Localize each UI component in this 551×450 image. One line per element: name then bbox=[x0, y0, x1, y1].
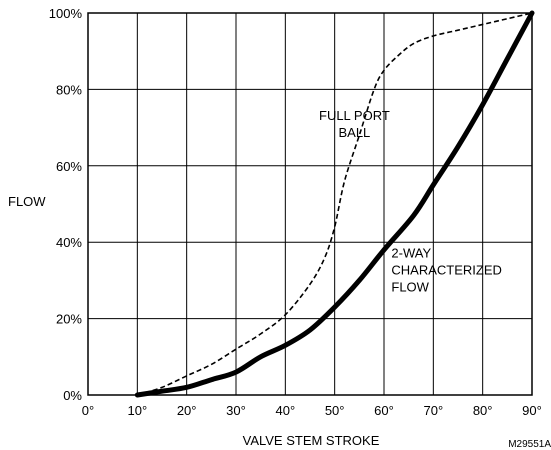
x-tick-label: 20° bbox=[177, 403, 197, 418]
x-axis-label: VALVE STEM STROKE bbox=[243, 433, 380, 448]
y-tick-label: 40% bbox=[56, 235, 82, 250]
y-tick-label: 80% bbox=[56, 82, 82, 97]
plot-frame bbox=[87, 12, 533, 396]
x-tick-label: 90° bbox=[522, 403, 542, 418]
x-tick-label: 30° bbox=[226, 403, 246, 418]
x-tick-label: 60° bbox=[374, 403, 394, 418]
annotation: 2-WAY CHARACTERIZED FLOW bbox=[391, 245, 502, 294]
x-tick-labels: 0° 10° 20° 30° 40° 50° 60° 70° 80° 90° bbox=[82, 403, 542, 418]
series-line-1 bbox=[134, 10, 535, 398]
y-tick-label: 100% bbox=[49, 6, 83, 21]
y-tick-label: 0% bbox=[63, 388, 82, 403]
x-tick-label: 70° bbox=[423, 403, 443, 418]
x-tick-label: 50° bbox=[325, 403, 345, 418]
x-tick-label: 10° bbox=[127, 403, 147, 418]
annotation-line: FLOW bbox=[391, 279, 429, 294]
y-tick-label: 20% bbox=[56, 312, 82, 327]
y-axis-label: FLOW bbox=[8, 194, 46, 209]
series-line-0 bbox=[137, 12, 533, 396]
annotation: FULL PORT BALL bbox=[319, 108, 390, 140]
x-tick-label: 80° bbox=[473, 403, 493, 418]
figure-id: M29551A bbox=[508, 439, 551, 450]
annotation-line: FULL PORT bbox=[319, 108, 390, 123]
annotation-line: BALL bbox=[338, 125, 370, 140]
y-tick-labels: 0% 20% 40% 60% 80% 100% bbox=[49, 6, 83, 403]
y-tick-label: 60% bbox=[56, 159, 82, 174]
x-tick-label: 0° bbox=[82, 403, 94, 418]
grid-lines bbox=[87, 12, 533, 396]
annotation-line: 2-WAY bbox=[391, 245, 431, 260]
x-tick-label: 40° bbox=[275, 403, 295, 418]
annotations: FULL PORT BALL 2-WAY CHARACTERIZED FLOW bbox=[319, 108, 502, 295]
series-lines bbox=[134, 10, 535, 398]
annotation-line: CHARACTERIZED bbox=[391, 262, 502, 277]
